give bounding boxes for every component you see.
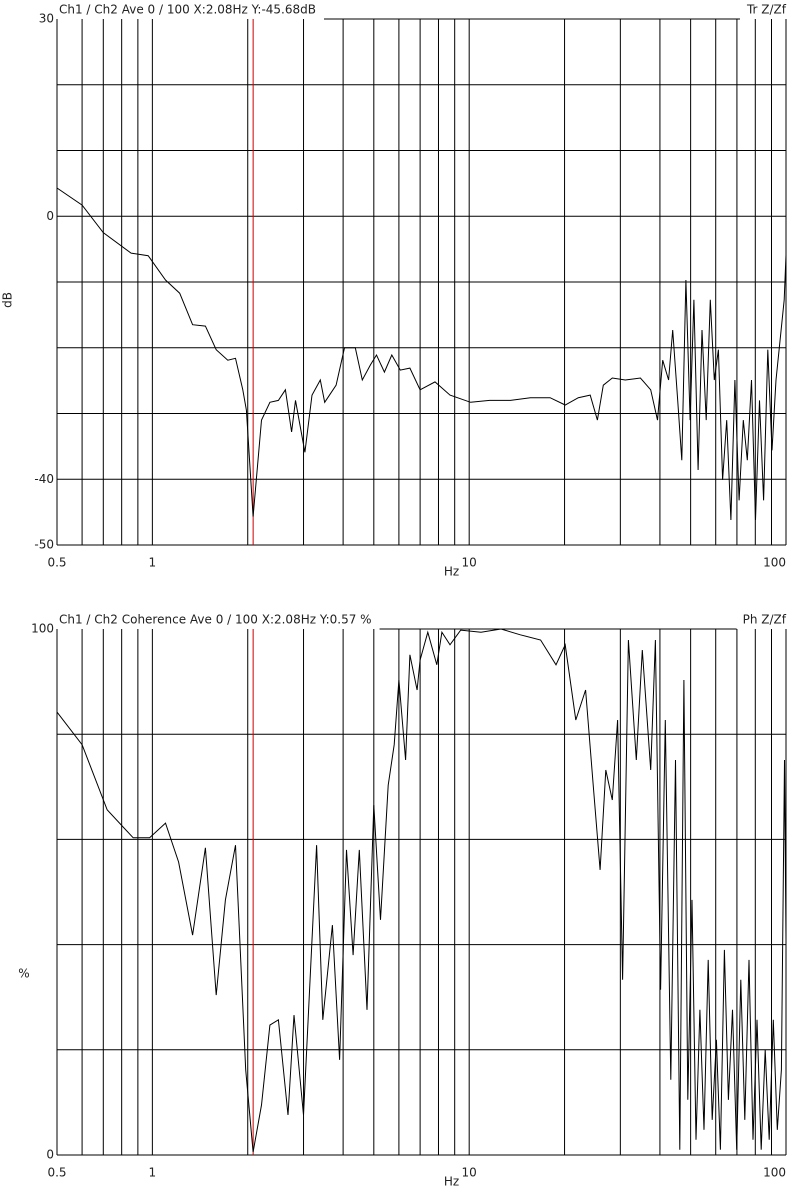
y-tick-label: 100: [31, 622, 54, 636]
x-tick-label: 10: [462, 556, 477, 570]
x-tick-label: 100: [763, 556, 786, 570]
x-axis-label: Hz: [444, 1175, 459, 1189]
y-tick-label: 0: [46, 209, 54, 223]
x-tick-label: 1: [149, 556, 157, 570]
y-tick-label: -40: [34, 472, 54, 486]
chart-title-right: Ph Z/Zf: [743, 613, 787, 627]
y-tick-label: 0: [46, 1148, 54, 1162]
data-line: [56, 628, 787, 1153]
chart-title: Ch1 / Ch2 Ave 0 / 100 X:2.08Hz Y:-45.68d…: [59, 3, 316, 17]
chart-title-right: Tr Z/Zf: [746, 3, 787, 17]
y-axis-label: dB: [1, 292, 15, 308]
y-tick-label: -50: [34, 538, 54, 552]
x-tick-label: 0.5: [47, 556, 66, 570]
chart: 0 100 0.5 1 10 100 Hz% Ch1 / Ch2 Coherence Ave …: [18, 613, 786, 1189]
x-axis-label: Hz: [444, 565, 459, 579]
y-tick-label: 30: [39, 12, 54, 26]
data-line: [56, 187, 787, 521]
x-tick-label: 0.5: [47, 1166, 66, 1180]
x-tick-label: 10: [462, 1166, 477, 1180]
y-axis-label: %: [18, 967, 29, 981]
x-tick-label: 1: [149, 1166, 157, 1180]
chart-title: Ch1 / Ch2 Coherence Ave 0 / 100 X:2.08Hz…: [59, 613, 372, 627]
chart: -50 -40 0 30 0.5 1 10 100 Hz dB Ch1 / Ch2 Ave 0 / …: [1, 3, 787, 579]
x-tick-label: 100: [763, 1166, 786, 1180]
